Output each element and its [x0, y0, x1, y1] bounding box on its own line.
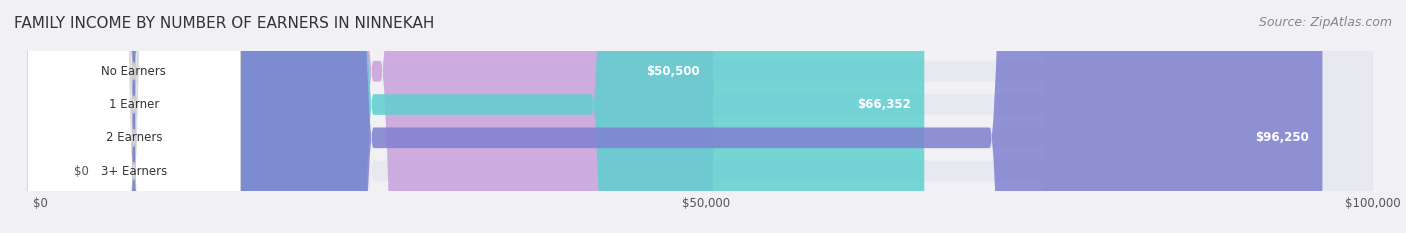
- FancyBboxPatch shape: [41, 0, 713, 233]
- Text: 2 Earners: 2 Earners: [105, 131, 162, 144]
- FancyBboxPatch shape: [41, 0, 1323, 233]
- FancyBboxPatch shape: [41, 0, 924, 233]
- Text: $96,250: $96,250: [1256, 131, 1309, 144]
- FancyBboxPatch shape: [41, 0, 1372, 233]
- FancyBboxPatch shape: [27, 0, 240, 233]
- FancyBboxPatch shape: [41, 0, 1372, 233]
- Text: $66,352: $66,352: [858, 98, 911, 111]
- Text: No Earners: No Earners: [101, 65, 166, 78]
- FancyBboxPatch shape: [27, 0, 240, 233]
- FancyBboxPatch shape: [27, 0, 240, 233]
- Text: 1 Earner: 1 Earner: [108, 98, 159, 111]
- Text: Source: ZipAtlas.com: Source: ZipAtlas.com: [1258, 16, 1392, 29]
- Text: 3+ Earners: 3+ Earners: [101, 164, 167, 178]
- Text: FAMILY INCOME BY NUMBER OF EARNERS IN NINNEKAH: FAMILY INCOME BY NUMBER OF EARNERS IN NI…: [14, 16, 434, 31]
- FancyBboxPatch shape: [41, 0, 1372, 233]
- Text: $0: $0: [75, 164, 89, 178]
- FancyBboxPatch shape: [27, 0, 240, 233]
- FancyBboxPatch shape: [41, 0, 1372, 233]
- Text: $50,500: $50,500: [647, 65, 700, 78]
